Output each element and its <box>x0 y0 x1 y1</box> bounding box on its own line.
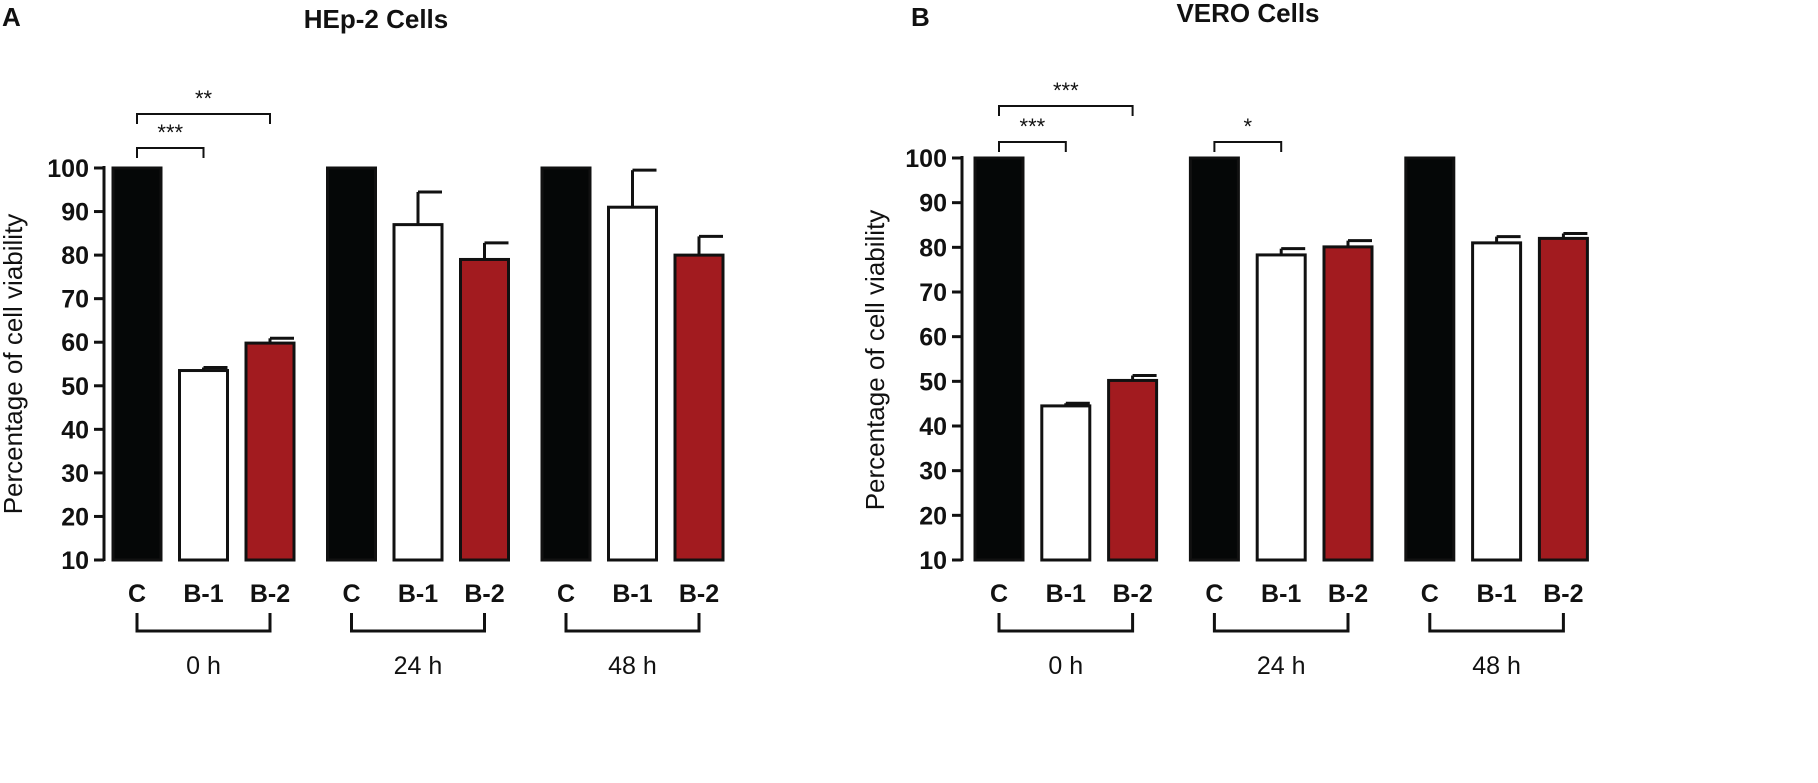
group-bracket <box>564 613 701 633</box>
bar <box>1107 378 1159 562</box>
group-bracket <box>1212 613 1350 633</box>
bar <box>540 166 592 562</box>
x-group-label: 0 h <box>1048 652 1083 680</box>
significance-label: ** <box>195 86 213 111</box>
group-bracket <box>997 613 1135 633</box>
x-category-label: B-2 <box>1328 580 1368 608</box>
y-tick-label: 10 <box>61 547 89 575</box>
bar <box>459 257 510 562</box>
x-group-label: 48 h <box>608 652 657 680</box>
y-tick-label: 40 <box>61 416 89 444</box>
panel-b: B VERO Cells Percentage of cell viability 1… <box>860 0 1818 778</box>
y-tick-label: 70 <box>61 286 89 314</box>
bar <box>673 253 725 562</box>
bar <box>178 369 229 562</box>
x-group-label: 24 h <box>394 652 443 680</box>
x-category-label: C <box>990 580 1008 608</box>
bar <box>607 205 658 562</box>
y-tick-label: 60 <box>919 324 947 352</box>
y-tick-label: 90 <box>919 190 947 218</box>
y-tick-label: 60 <box>61 329 89 357</box>
chart-a: A HEp-2 Cells Percentage of cell viability… <box>0 2 725 680</box>
bar <box>1040 404 1092 562</box>
x-category-label: C <box>1421 580 1439 608</box>
y-tick-label: 50 <box>919 368 947 396</box>
x-category-label: B-1 <box>1046 580 1086 608</box>
y-tick-label: 20 <box>61 503 89 531</box>
x-group-label: 0 h <box>186 652 221 680</box>
x-category-label: B-1 <box>612 580 652 608</box>
x-group-label: 48 h <box>1472 652 1521 680</box>
y-tick-label: 40 <box>919 413 947 441</box>
chart-title: HEp-2 Cells <box>304 4 449 34</box>
y-axis-label: Percentage of cell viability <box>0 214 28 515</box>
significance-label: * <box>1244 114 1253 139</box>
bar <box>1471 241 1523 562</box>
y-tick-label: 100 <box>47 155 89 183</box>
chart-b: B VERO Cells Percentage of cell viability 1… <box>860 0 1589 680</box>
panel-a: A HEp-2 Cells Percentage of cell viability… <box>0 0 909 778</box>
y-tick-label: 80 <box>61 242 89 270</box>
significance-bracket <box>1213 141 1283 152</box>
x-category-label: C <box>1205 580 1223 608</box>
x-category-label: B-1 <box>183 580 223 608</box>
x-group-label: 24 h <box>1257 652 1306 680</box>
y-tick-label: 30 <box>919 458 947 486</box>
significance-bracket <box>136 147 205 158</box>
x-category-label: B-2 <box>1112 580 1152 608</box>
bar <box>111 166 163 562</box>
group-bracket <box>135 613 272 633</box>
x-category-label: B-1 <box>398 580 438 608</box>
bar <box>973 156 1025 562</box>
x-category-label: B-2 <box>250 580 290 608</box>
y-tick-label: 20 <box>919 502 947 530</box>
y-tick-label: 100 <box>905 145 947 173</box>
bar <box>1255 253 1307 562</box>
bar <box>326 166 377 562</box>
x-category-label: C <box>342 580 360 608</box>
bar <box>1537 236 1589 562</box>
bar <box>244 341 296 562</box>
x-category-label: B-2 <box>464 580 504 608</box>
significance-bracket <box>998 105 1134 116</box>
bar <box>1188 156 1240 562</box>
significance-bracket <box>136 113 271 124</box>
x-category-label: B-1 <box>1261 580 1301 608</box>
panel-letter: A <box>2 2 21 32</box>
x-category-label: B-2 <box>1543 580 1583 608</box>
significance-bracket <box>998 141 1067 152</box>
chart-title: VERO Cells <box>1176 0 1319 28</box>
significance-label: *** <box>1020 114 1046 139</box>
y-tick-label: 80 <box>919 234 947 262</box>
x-category-label: B-1 <box>1476 580 1516 608</box>
x-category-label: B-2 <box>679 580 719 608</box>
bar <box>392 223 444 562</box>
bar <box>1404 156 1456 562</box>
group-bracket <box>350 613 486 633</box>
y-tick-label: 70 <box>919 279 947 307</box>
y-tick-label: 10 <box>919 547 947 575</box>
x-category-label: C <box>557 580 575 608</box>
panel-letter: B <box>911 2 930 32</box>
y-tick-label: 90 <box>61 199 89 227</box>
y-tick-label: 50 <box>61 373 89 401</box>
bar <box>1322 245 1374 562</box>
group-bracket <box>1428 613 1565 633</box>
x-category-label: C <box>128 580 146 608</box>
significance-label: *** <box>1053 78 1079 103</box>
y-axis-label: Percentage of cell viability <box>860 210 890 511</box>
significance-label: *** <box>157 120 183 145</box>
y-tick-label: 30 <box>61 460 89 488</box>
